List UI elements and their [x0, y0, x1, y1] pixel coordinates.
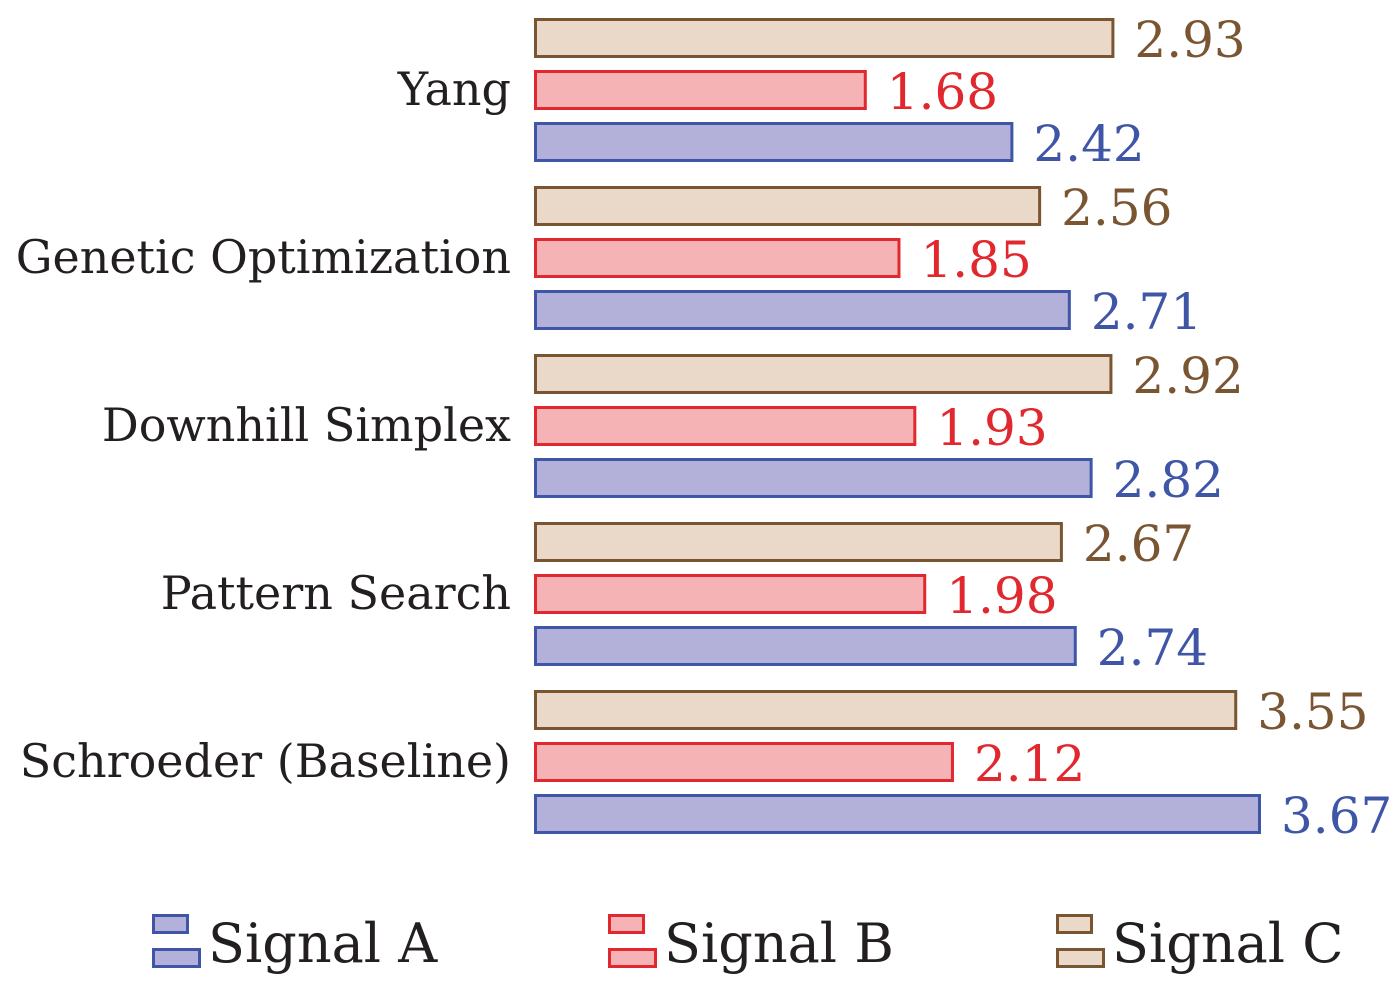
- legend-item-signal-c: Signal C: [1056, 912, 1344, 975]
- legend-swatch-signal-c-top: [1056, 914, 1093, 934]
- data-label-signal-b-genetic-optimization: 1.85: [920, 231, 1031, 289]
- data-label-signal-c-pattern-search: 2.67: [1083, 515, 1194, 573]
- legend-item-signal-a: Signal A: [152, 912, 438, 975]
- data-label-signal-b-pattern-search: 1.98: [946, 567, 1057, 625]
- bar-signal-c-genetic-optimization: [534, 186, 1042, 226]
- data-label-signal-a-yang: 2.42: [1033, 115, 1144, 173]
- legend-swatch-signal-b-bottom: [608, 948, 657, 968]
- legend-swatch-signal-b-top: [608, 914, 645, 934]
- bar-signal-b-schroeder-baseline: [534, 742, 954, 782]
- category-labels: Yang Genetic Optimization Downhill Simplex…: [16, 62, 511, 788]
- legend: Signal A Signal B Signal C: [152, 912, 1344, 975]
- legend-item-signal-b: Signal B: [608, 912, 894, 975]
- data-label-signal-c-downhill-simplex: 2.92: [1132, 347, 1243, 405]
- legend-swatch-signal-a-top: [152, 914, 189, 934]
- data-label-signal-a-pattern-search: 2.74: [1097, 619, 1208, 677]
- bar-signal-a-pattern-search: [534, 626, 1077, 666]
- bars-group: [534, 18, 1261, 834]
- bar-signal-c-downhill-simplex: [534, 354, 1113, 394]
- bar-signal-b-pattern-search: [534, 574, 927, 614]
- bar-signal-a-yang: [534, 122, 1014, 162]
- data-label-signal-a-schroeder-baseline: 3.67: [1281, 787, 1392, 845]
- legend-swatch-signal-a-bottom: [152, 948, 201, 968]
- bar-signal-c-schroeder-baseline: [534, 690, 1238, 730]
- bar-signal-b-downhill-simplex: [534, 406, 917, 446]
- legend-label-signal-c: Signal C: [1112, 912, 1344, 975]
- legend-label-signal-a: Signal A: [208, 912, 438, 975]
- bar-signal-b-genetic-optimization: [534, 238, 901, 278]
- bar-signal-a-downhill-simplex: [534, 458, 1093, 498]
- data-label-signal-c-schroeder-baseline: 3.55: [1257, 683, 1368, 741]
- bar-signal-a-genetic-optimization: [534, 290, 1071, 330]
- data-label-signal-c-yang: 2.93: [1134, 11, 1245, 69]
- data-label-signal-c-genetic-optimization: 2.56: [1061, 179, 1172, 237]
- category-label-yang: Yang: [397, 62, 511, 116]
- data-label-signal-a-genetic-optimization: 2.71: [1091, 283, 1202, 341]
- category-label-pattern-search: Pattern Search: [161, 566, 511, 620]
- category-label-schroeder-baseline: Schroeder (Baseline): [20, 734, 511, 788]
- bar-signal-b-yang: [534, 70, 867, 110]
- bar-signal-c-yang: [534, 18, 1115, 58]
- data-label-signal-b-yang: 1.68: [887, 63, 998, 121]
- data-label-signal-a-downhill-simplex: 2.82: [1113, 451, 1224, 509]
- data-label-signal-b-schroeder-baseline: 2.12: [974, 735, 1085, 793]
- category-label-downhill-simplex: Downhill Simplex: [102, 398, 511, 452]
- bar-signal-c-pattern-search: [534, 522, 1063, 562]
- category-label-genetic-optimization: Genetic Optimization: [16, 230, 511, 284]
- data-labels: 2.93 1.68 2.42 2.56 1.85 2.71 2.92 1.93 2.82 2.67…: [887, 11, 1393, 845]
- data-label-signal-b-downhill-simplex: 1.93: [936, 399, 1047, 457]
- bar-signal-a-schroeder-baseline: [534, 794, 1261, 834]
- legend-label-signal-b: Signal B: [664, 912, 894, 975]
- legend-swatch-signal-c-bottom: [1056, 948, 1105, 968]
